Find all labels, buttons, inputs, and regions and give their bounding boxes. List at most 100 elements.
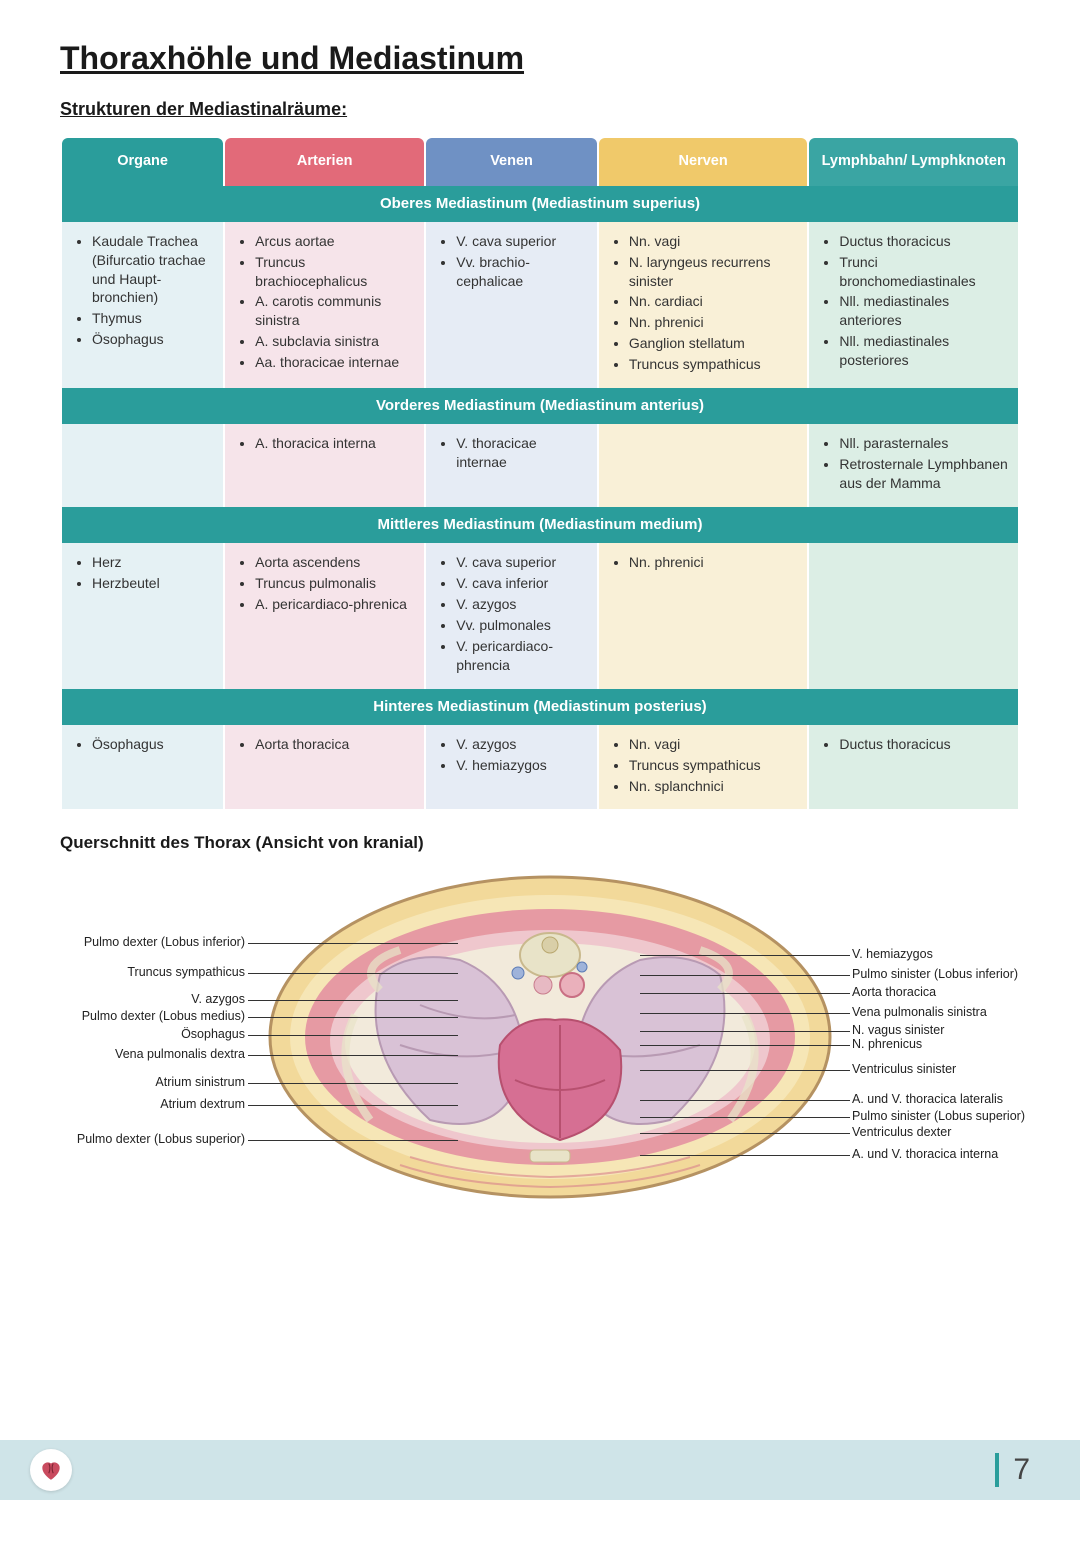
- list-item: Ductus thoracicus: [839, 232, 1008, 251]
- list-item: Aorta ascendens: [255, 553, 414, 572]
- leader-line: [640, 1155, 850, 1156]
- figure-label-left: Atrium dextrum: [60, 1097, 245, 1111]
- leader-line: [640, 1070, 850, 1071]
- thorax-cross-section-svg: [260, 865, 840, 1210]
- figure-label-left: Truncus sympathicus: [60, 965, 245, 979]
- cell-list: Kaudale Trachea (Bifurcatio trachae und …: [76, 232, 213, 349]
- figure-label-right: A. und V. thoracica lateralis: [852, 1092, 1003, 1106]
- list-item: V. cava superior: [456, 232, 587, 251]
- list-item: Truncus sympathicus: [629, 355, 798, 374]
- list-item: A. carotis communis sinistra: [255, 292, 414, 330]
- figure-label-right: Pulmo sinister (Lobus superior): [852, 1109, 1025, 1123]
- leader-line: [640, 993, 850, 994]
- figure-label-right: Pulmo sinister (Lobus inferior): [852, 967, 1018, 981]
- list-item: Vv. brachio-cephalicae: [456, 253, 587, 291]
- leader-line: [248, 1083, 458, 1084]
- cell-list: V. cava superior Vv. brachio-cephalicae: [440, 232, 587, 291]
- list-item: Kaudale Trachea (Bifurcatio trachae und …: [92, 232, 213, 308]
- figure-label-right: N. phrenicus: [852, 1037, 922, 1051]
- list-item: V. cava superior: [456, 553, 587, 572]
- section-post: Hinteres Mediastinum (Mediastinum poster…: [62, 689, 1018, 725]
- row-sup: Kaudale Trachea (Bifurcatio trachae und …: [62, 222, 1018, 388]
- list-item: Nn. vagi: [629, 232, 798, 251]
- list-item: A. pericardiaco-phrenica: [255, 595, 414, 614]
- cell-list: V. azygos V. hemiazygos: [440, 735, 587, 775]
- cell-list: A. thoracica interna: [239, 434, 414, 453]
- list-item: Retrosternale Lymphbanen aus der Mamma: [839, 455, 1008, 493]
- list-item: Herz: [92, 553, 213, 572]
- cell-list: Nn. vagiTruncus sympathicusNn. splanchni…: [613, 735, 798, 796]
- cell-list: Nll. parasternalesRetrosternale Lymphban…: [823, 434, 1008, 493]
- list-item: Ganglion stellatum: [629, 334, 798, 353]
- list-item: Thymus: [92, 309, 213, 328]
- leader-line: [248, 1105, 458, 1106]
- list-item: Trunci bronchomediastinales: [839, 253, 1008, 291]
- leader-line: [248, 1055, 458, 1056]
- list-item: Nll. mediastinales posteriores: [839, 332, 1008, 370]
- page-title: Thoraxhöhle und Mediastinum: [60, 40, 1020, 77]
- list-item: A. subclavia sinistra: [255, 332, 414, 351]
- figure-label-left: Pulmo dexter (Lobus inferior): [60, 935, 245, 949]
- cell-list: Arcus aortaeTruncus brachiocephalicusA. …: [239, 232, 414, 372]
- list-item: V. hemiazygos: [456, 756, 587, 775]
- cell-list: Ösophagus: [76, 735, 213, 754]
- figure-label-left: V. azygos: [60, 992, 245, 1006]
- figure-label-right: A. und V. thoracica interna: [852, 1147, 998, 1161]
- figure-label-left: Vena pulmonalis dextra: [60, 1047, 245, 1061]
- leader-line: [640, 955, 850, 956]
- cell-list: Ductus thoracicus: [823, 735, 1008, 754]
- list-item: Nn. vagi: [629, 735, 798, 754]
- cell-list: Aorta thoracica: [239, 735, 414, 754]
- section-ant: Vorderes Mediastinum (Mediastinum anteri…: [62, 388, 1018, 424]
- cell-list: Herz Herzbeutel: [76, 553, 213, 593]
- list-item: Truncus pulmonalis: [255, 574, 414, 593]
- list-item: Nll. mediastinales anteriores: [839, 292, 1008, 330]
- section-sup: Oberes Mediastinum (Mediastinum superius…: [62, 186, 1018, 222]
- figure-label-right: Ventriculus dexter: [852, 1125, 951, 1139]
- list-item: Aorta thoracica: [255, 735, 414, 754]
- row-post: Ösophagus Aorta thoracica V. azygos V. he…: [62, 725, 1018, 810]
- row-ant: A. thoracica interna V. thoracicae inter…: [62, 424, 1018, 507]
- list-item: Nn. splanchnici: [629, 777, 798, 796]
- logo-badge: [30, 1449, 72, 1491]
- figure-label-right: N. vagus sinister: [852, 1023, 944, 1037]
- cell-list: Nn. vagi N. laryngeus recurrens sinister N…: [613, 232, 798, 374]
- cell-list: V. thoracicae internae: [440, 434, 587, 472]
- figure-label-right: Vena pulmonalis sinistra: [852, 1005, 987, 1019]
- section-heading: Strukturen der Mediastinalräume:: [60, 99, 1020, 120]
- leader-line: [640, 1013, 850, 1014]
- row-med: Herz Herzbeutel Aorta ascendens Truncus pu…: [62, 543, 1018, 688]
- leader-line: [640, 1117, 850, 1118]
- figure-label-right: Ventriculus sinister: [852, 1062, 956, 1076]
- table-header-row: Organe Arterien Venen Nerven Lymphbahn/ …: [62, 138, 1018, 186]
- leader-line: [640, 975, 850, 976]
- leader-line: [640, 1031, 850, 1032]
- list-item: N. laryngeus recurrens sinister: [629, 253, 798, 291]
- list-item: V. azygos: [456, 595, 587, 614]
- list-item: Truncus brachiocephalicus: [255, 253, 414, 291]
- list-item: Nn. phrenici: [629, 313, 798, 332]
- list-item: Ductus thoracicus: [839, 735, 1008, 754]
- leader-line: [248, 973, 458, 974]
- list-item: V. thoracicae internae: [456, 434, 587, 472]
- list-item: V. cava inferior: [456, 574, 587, 593]
- list-item: Herzbeutel: [92, 574, 213, 593]
- page-number: 7: [995, 1453, 1030, 1487]
- list-item: Vv. pulmonales: [456, 616, 587, 635]
- page-footer: 7: [0, 1440, 1080, 1500]
- section-med: Mittleres Mediastinum (Mediastinum mediu…: [62, 507, 1018, 543]
- list-item: V. azygos: [456, 735, 587, 754]
- leader-line: [248, 1035, 458, 1036]
- leader-line: [640, 1133, 850, 1134]
- figure-label-left: Pulmo dexter (Lobus superior): [60, 1132, 245, 1146]
- figure-label-left: Ösophagus: [60, 1027, 245, 1041]
- list-item: Ösophagus: [92, 735, 213, 754]
- list-item: Arcus aortae: [255, 232, 414, 251]
- leader-line: [248, 1017, 458, 1018]
- col-organe: Organe: [62, 138, 223, 186]
- list-item: Ösophagus: [92, 330, 213, 349]
- leader-line: [248, 943, 458, 944]
- thorax-cross-section-figure: Pulmo dexter (Lobus inferior) Truncus sym…: [60, 865, 1020, 1245]
- cell-list: Aorta ascendens Truncus pulmonalis A. peri…: [239, 553, 414, 614]
- col-arterien: Arterien: [225, 138, 424, 186]
